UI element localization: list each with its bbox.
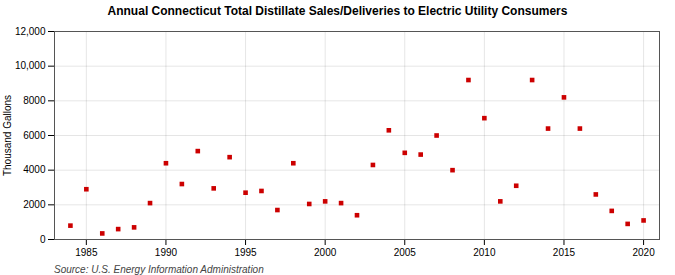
svg-text:1985: 1985 — [75, 247, 98, 258]
svg-text:Thousand Gallons: Thousand Gallons — [2, 95, 13, 176]
svg-text:2000: 2000 — [23, 199, 46, 210]
svg-text:2000: 2000 — [314, 247, 337, 258]
svg-text:2020: 2020 — [632, 247, 655, 258]
svg-text:2010: 2010 — [473, 247, 496, 258]
svg-text:2005: 2005 — [394, 247, 417, 258]
svg-text:0: 0 — [40, 234, 46, 245]
svg-text:12,000: 12,000 — [15, 26, 46, 37]
svg-text:2015: 2015 — [553, 247, 576, 258]
svg-text:8000: 8000 — [23, 95, 46, 106]
svg-text:4000: 4000 — [23, 164, 46, 175]
svg-text:10,000: 10,000 — [15, 60, 46, 71]
html-text:Annual Connecticut Total Disti: Annual Connecticut Total Distillate Sale… — [107, 4, 568, 18]
html-text:Source: U.S. Energy Informatio: Source: U.S. Energy Information Administ… — [54, 264, 264, 275]
svg-text:1990: 1990 — [155, 247, 178, 258]
svg-text:1995: 1995 — [234, 247, 257, 258]
svg-text:6000: 6000 — [23, 130, 46, 141]
